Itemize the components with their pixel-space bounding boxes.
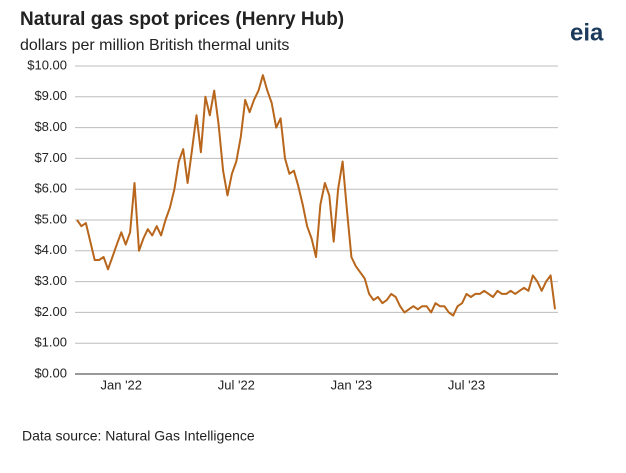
y-tick-label: $0.00 [34, 365, 67, 380]
y-tick-label: $7.00 [34, 150, 67, 165]
y-tick-label: $10.00 [27, 57, 67, 72]
y-tick-label: $6.00 [34, 181, 67, 196]
source-note: Data source: Natural Gas Intelligence [22, 428, 255, 444]
y-tick-label: $9.00 [34, 88, 67, 103]
y-tick-label: $3.00 [34, 273, 67, 288]
x-tick-label: Jan '22 [101, 377, 143, 392]
x-tick-label: Jul '23 [448, 377, 485, 392]
x-tick-label: Jan '23 [331, 377, 373, 392]
x-tick-label: Jul '22 [218, 377, 255, 392]
y-tick-label: $1.00 [34, 335, 67, 350]
y-tick-label: $5.00 [34, 211, 67, 226]
chart-title: Natural gas spot prices (Henry Hub) [20, 9, 344, 30]
y-tick-label: $8.00 [34, 119, 67, 134]
price-line [76, 74, 556, 317]
y-tick-label: $2.00 [34, 304, 67, 319]
logo: eia [570, 19, 604, 46]
y-tick-label: $4.00 [34, 242, 67, 257]
chart-subtitle: dollars per million British thermal unit… [20, 37, 289, 54]
